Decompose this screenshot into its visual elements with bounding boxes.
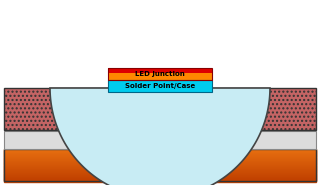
- Bar: [4, 156, 316, 157]
- Bar: [4, 162, 316, 163]
- Bar: [4, 152, 316, 153]
- Bar: [4, 168, 316, 169]
- Bar: [4, 172, 316, 174]
- Bar: [4, 154, 316, 155]
- Text: Solder Point/Case: Solder Point/Case: [125, 83, 195, 89]
- Bar: [108, 68, 212, 73]
- Text: LED Junction: LED Junction: [135, 71, 185, 77]
- Bar: [4, 176, 316, 177]
- Bar: [4, 160, 316, 161]
- Bar: [4, 131, 316, 149]
- Bar: [108, 68, 212, 80]
- Bar: [4, 88, 316, 130]
- Bar: [4, 153, 316, 154]
- Bar: [4, 178, 316, 179]
- Bar: [4, 161, 316, 162]
- Bar: [4, 154, 316, 155]
- Bar: [4, 162, 316, 163]
- Bar: [4, 167, 316, 168]
- Bar: [4, 160, 316, 161]
- Bar: [4, 170, 316, 171]
- Bar: [4, 171, 316, 172]
- Bar: [4, 164, 316, 166]
- Bar: [4, 149, 316, 181]
- Bar: [4, 157, 316, 158]
- Bar: [4, 176, 316, 177]
- Bar: [4, 178, 316, 179]
- Bar: [4, 180, 316, 181]
- Bar: [4, 169, 316, 170]
- Bar: [4, 177, 316, 178]
- Bar: [4, 158, 316, 159]
- Bar: [4, 180, 316, 181]
- Bar: [4, 151, 316, 152]
- Bar: [4, 150, 316, 151]
- Bar: [4, 149, 316, 150]
- Bar: [4, 163, 316, 164]
- Bar: [108, 80, 212, 92]
- Bar: [4, 152, 316, 153]
- Bar: [4, 165, 316, 166]
- Bar: [4, 174, 316, 175]
- Bar: [4, 179, 316, 180]
- Bar: [4, 168, 316, 169]
- Text: Heat Sink: Heat Sink: [111, 156, 209, 174]
- Bar: [4, 151, 316, 152]
- Bar: [4, 170, 316, 171]
- Bar: [4, 171, 316, 172]
- Bar: [4, 166, 316, 167]
- Bar: [4, 173, 316, 174]
- Bar: [4, 167, 316, 168]
- Bar: [4, 159, 316, 160]
- Bar: [4, 179, 316, 180]
- Bar: [4, 149, 316, 151]
- Text: Thermal Interface Material (TIM): Thermal Interface Material (TIM): [92, 135, 228, 144]
- Bar: [4, 175, 316, 176]
- Bar: [108, 73, 212, 80]
- Bar: [4, 174, 316, 175]
- Bar: [4, 164, 316, 165]
- Bar: [4, 155, 316, 157]
- Bar: [4, 172, 316, 173]
- Polygon shape: [50, 88, 270, 185]
- Bar: [4, 177, 316, 178]
- Bar: [4, 153, 316, 154]
- Bar: [4, 169, 316, 170]
- Text: Substrate/Board: Substrate/Board: [90, 102, 230, 117]
- Bar: [4, 166, 316, 167]
- Bar: [4, 158, 316, 159]
- Bar: [4, 161, 316, 162]
- Bar: [4, 163, 316, 164]
- Bar: [4, 159, 316, 160]
- Bar: [4, 175, 316, 176]
- Bar: [4, 155, 316, 156]
